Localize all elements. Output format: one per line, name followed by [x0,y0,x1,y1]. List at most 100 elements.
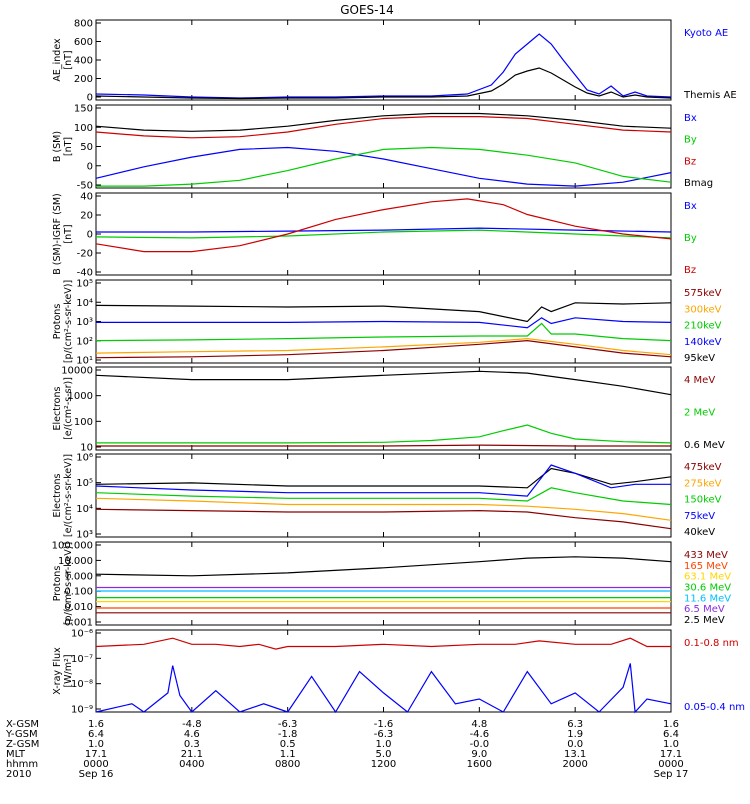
y-tick-label: 10⁵ [76,478,93,489]
y-tick-label: 50 [80,142,93,153]
y-tick-label: 10 [80,443,93,454]
panel-3: 40 20 0 -20 -40 B (SM)-IGRF (SM) [nT] Bx By Bz [52,192,697,279]
y-tick-label: -50 [77,181,93,192]
y-tick-label: 200 [74,74,93,85]
axis-value: 6.3 [567,719,583,730]
axis-value: 1.6 [88,719,104,730]
y-tick-label: 1.000 [64,571,93,582]
y-tick-label: 10¹ [76,356,93,367]
series-line-300kev [95,337,672,356]
y-tick-label: 10⁴ [76,504,93,515]
axis-value: -6.3 [374,729,394,740]
y-axis-label: B (SM) [52,131,63,162]
y-tick-label: 10⁻⁶ [71,629,93,640]
y-tick-label: 10³ [76,317,93,328]
axis-value: 1.1 [280,749,296,760]
legend-label-475kev: 475keV [684,462,722,473]
series-line-275kev [95,497,672,521]
series-line-themis-ae [95,67,672,100]
legend-label-11-6-mev: 11.6 MeV [684,593,731,604]
series-line-by [96,146,672,187]
legend-label-575kev: 575keV [684,288,722,299]
y-tick-label: 0 [87,230,93,241]
series-line-0-1-0-8-nm [95,637,671,650]
axis-value: 0.3 [184,739,200,750]
series-line-0-6-mev [95,370,672,396]
axis-value: 0000 [83,759,108,770]
y-axis-label: B (SM)-IGRF (SM) [52,193,63,275]
panel-2: 150 100 50 0 -50 B (SM) [nT] Bx By Bz Bmag [52,104,713,192]
y-axis-label: X-ray Flux [52,647,63,695]
axis-value: Sep 16 [79,769,114,780]
y-axis-label: Electrons [52,473,63,517]
panel-7: 100.000 10.000 1.000 0.100 0.010 0.001 Protons… [52,541,732,629]
y-axis-label: [nT] [63,137,74,156]
axis-value: -6.3 [278,719,298,730]
series-line-2-5-mev [95,556,672,577]
y-axis-label: [p/(cm²-s-sr-keV)] [63,542,74,625]
legend-label-140kev: 140keV [684,337,722,348]
y-tick-label: 0.010 [64,602,93,613]
y-tick-label: 10⁻⁸ [71,679,93,690]
y-tick-label: 600 [74,37,93,48]
legend-label-by: By [684,135,697,146]
legend-label-0-6-mev: 0.6 MeV [684,440,725,451]
axis-value: -1.6 [374,719,394,730]
y-tick-label: 10⁻⁹ [71,705,93,716]
y-tick-label: 10² [76,336,93,347]
axis-value: 1.0 [663,739,679,750]
series-line-75kev [95,464,671,497]
y-tick-label: 10.000 [58,556,93,567]
axis-value: 21.1 [181,749,203,760]
series-line-150kev [95,487,672,506]
axis-value: 1.0 [376,739,392,750]
axis-value: Sep 17 [654,769,689,780]
series-line-140kev [96,317,672,329]
y-tick-label: 100 [74,123,93,134]
legend-label-themis-ae: Themis AE [683,90,737,101]
legend-label-150kev: 150keV [684,495,722,506]
y-tick-label: 20 [80,211,93,222]
axis-row-label: 2010 [6,769,31,780]
series-line-475kev [95,508,672,530]
legend-label-0-05-0-4-nm: 0.05-0.4 nm [684,702,745,713]
y-axis-label: AE_index [52,38,63,82]
axis-value: -4.6 [470,729,490,740]
legend-label-75kev: 75keV [684,511,715,522]
legend-label-bmag: Bmag [684,178,713,189]
series-line-kyoto-ae [95,33,672,99]
axis-value: 0.5 [280,739,296,750]
axis-value: 2000 [562,759,587,770]
axis-value: 5.0 [376,749,392,760]
axis-value: 0800 [275,759,300,770]
series-line-bz [95,115,672,139]
y-axis-label: [e/(cm²-s-sr)] [63,377,74,440]
y-tick-label: 0.100 [64,587,93,598]
series-line-2-mev [96,424,672,444]
series-line-bz [95,198,672,253]
axis-row-label: MLT [6,749,26,760]
y-axis-label: Protons [52,304,63,340]
axis-value: -0.0 [470,739,490,750]
y-axis-label: Electrons [52,386,63,430]
panel-4: 10⁵ 10⁴ 10³ 10² 10¹ Protons [p/(cm²-s-sr-keV)]… [52,279,722,367]
series-line-by [95,229,672,239]
y-axis-label: [e/(cm²-s-sr-keV)] [63,454,74,537]
panel-8: 10⁻⁶ 10⁻⁷ 10⁻⁸ 10⁻⁹ X-ray Flux [W/m²] 0.1-0.8 … [52,629,745,716]
y-tick-label: -40 [77,268,93,279]
axis-value: 4.6 [184,729,200,740]
legend-label-40kev: 40keV [684,527,715,538]
y-tick-label: 10⁴ [76,298,93,309]
axis-value: 9.0 [471,749,487,760]
series-line-575kev [95,339,672,359]
axis-row-label: Y-GSM [5,729,38,740]
panel-5: 10000 1000 100 10 Electrons [e/(cm²-s-sr)] 4 M… [52,366,725,454]
y-tick-label: 0 [87,93,93,104]
y-tick-label: 0.001 [64,618,93,629]
legend-label-0-1-0-8-nm: 0.1-0.8 nm [684,638,739,649]
legend-label-210kev: 210keV [684,321,722,332]
y-tick-label: 1000 [68,391,93,402]
axis-row-label: X-GSM [6,719,39,730]
y-tick-label: 40 [80,192,93,203]
